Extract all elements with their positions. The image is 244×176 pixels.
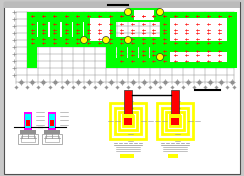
- Bar: [166, 112, 184, 130]
- Bar: [123, 116, 133, 126]
- Bar: [27, 12, 234, 22]
- Bar: [170, 52, 227, 62]
- Bar: [128, 8, 160, 22]
- Bar: [50, 22, 60, 37]
- Bar: [157, 103, 193, 139]
- Bar: [49, 114, 55, 128]
- Bar: [110, 103, 146, 139]
- Bar: [160, 12, 237, 47]
- Circle shape: [124, 8, 132, 15]
- Bar: [84, 12, 116, 47]
- Bar: [25, 114, 31, 128]
- Bar: [160, 47, 237, 68]
- Bar: [27, 22, 37, 37]
- Bar: [42, 134, 62, 144]
- Bar: [20, 130, 36, 134]
- Bar: [27, 37, 234, 47]
- Bar: [106, 22, 116, 37]
- Circle shape: [124, 36, 132, 43]
- Bar: [27, 12, 37, 68]
- Bar: [227, 12, 237, 68]
- Bar: [50, 120, 54, 126]
- Bar: [172, 47, 182, 58]
- Bar: [122, 114, 134, 118]
- Bar: [94, 22, 95, 37]
- Bar: [170, 116, 180, 126]
- Circle shape: [156, 8, 163, 15]
- Bar: [124, 117, 132, 125]
- Bar: [72, 22, 73, 37]
- Bar: [48, 22, 50, 37]
- Bar: [183, 47, 193, 58]
- Bar: [106, 58, 234, 68]
- Bar: [115, 108, 141, 134]
- Bar: [37, 22, 38, 37]
- Bar: [105, 22, 106, 37]
- Bar: [48, 112, 56, 130]
- Bar: [95, 22, 105, 37]
- Bar: [216, 47, 226, 58]
- Bar: [162, 108, 188, 134]
- Bar: [227, 47, 237, 58]
- Bar: [120, 154, 134, 158]
- Bar: [21, 136, 35, 142]
- Bar: [128, 47, 138, 58]
- Bar: [18, 134, 38, 144]
- Bar: [24, 112, 32, 130]
- Bar: [134, 10, 154, 20]
- Bar: [45, 136, 59, 142]
- Bar: [171, 90, 179, 116]
- Bar: [160, 47, 170, 58]
- Bar: [124, 90, 132, 116]
- Bar: [84, 22, 94, 37]
- Bar: [194, 47, 204, 58]
- Bar: [26, 120, 30, 126]
- Bar: [150, 47, 160, 58]
- Bar: [205, 47, 215, 58]
- Bar: [119, 112, 137, 130]
- Bar: [117, 47, 127, 58]
- Bar: [106, 47, 116, 58]
- Bar: [169, 114, 181, 118]
- Bar: [44, 130, 60, 134]
- Bar: [73, 22, 83, 37]
- Bar: [171, 117, 179, 125]
- Bar: [38, 22, 48, 37]
- Bar: [139, 47, 149, 58]
- Circle shape: [102, 36, 110, 43]
- Circle shape: [81, 36, 88, 43]
- Bar: [168, 154, 178, 158]
- Bar: [170, 18, 227, 41]
- Bar: [90, 18, 110, 41]
- Bar: [60, 22, 62, 37]
- Bar: [62, 22, 72, 37]
- Bar: [4, 2, 240, 8]
- Bar: [83, 22, 84, 37]
- Circle shape: [156, 54, 163, 61]
